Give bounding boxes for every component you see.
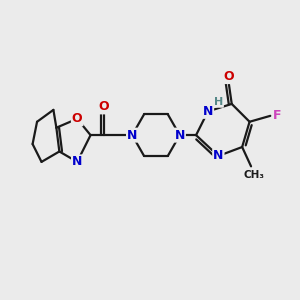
Text: N: N <box>72 155 83 168</box>
Text: N: N <box>127 129 137 142</box>
Text: N: N <box>203 105 213 118</box>
Text: O: O <box>72 112 83 125</box>
Text: CH₃: CH₃ <box>244 170 265 180</box>
Text: O: O <box>224 70 234 83</box>
Text: H: H <box>214 97 223 107</box>
Text: O: O <box>99 100 109 113</box>
Text: F: F <box>273 109 281 122</box>
Text: N: N <box>213 149 224 162</box>
Text: N: N <box>175 129 185 142</box>
